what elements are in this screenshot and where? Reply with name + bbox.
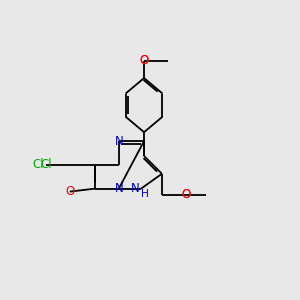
Text: H: H: [141, 189, 149, 199]
Text: N: N: [114, 135, 123, 148]
Text: O: O: [181, 188, 190, 201]
Text: Cl: Cl: [40, 158, 52, 171]
Text: O: O: [140, 54, 149, 67]
Text: N: N: [114, 182, 123, 195]
Text: Cl: Cl: [33, 158, 44, 171]
Text: N: N: [131, 182, 140, 195]
Text: O: O: [65, 185, 74, 198]
Text: O: O: [181, 188, 190, 201]
Text: O: O: [140, 54, 149, 67]
